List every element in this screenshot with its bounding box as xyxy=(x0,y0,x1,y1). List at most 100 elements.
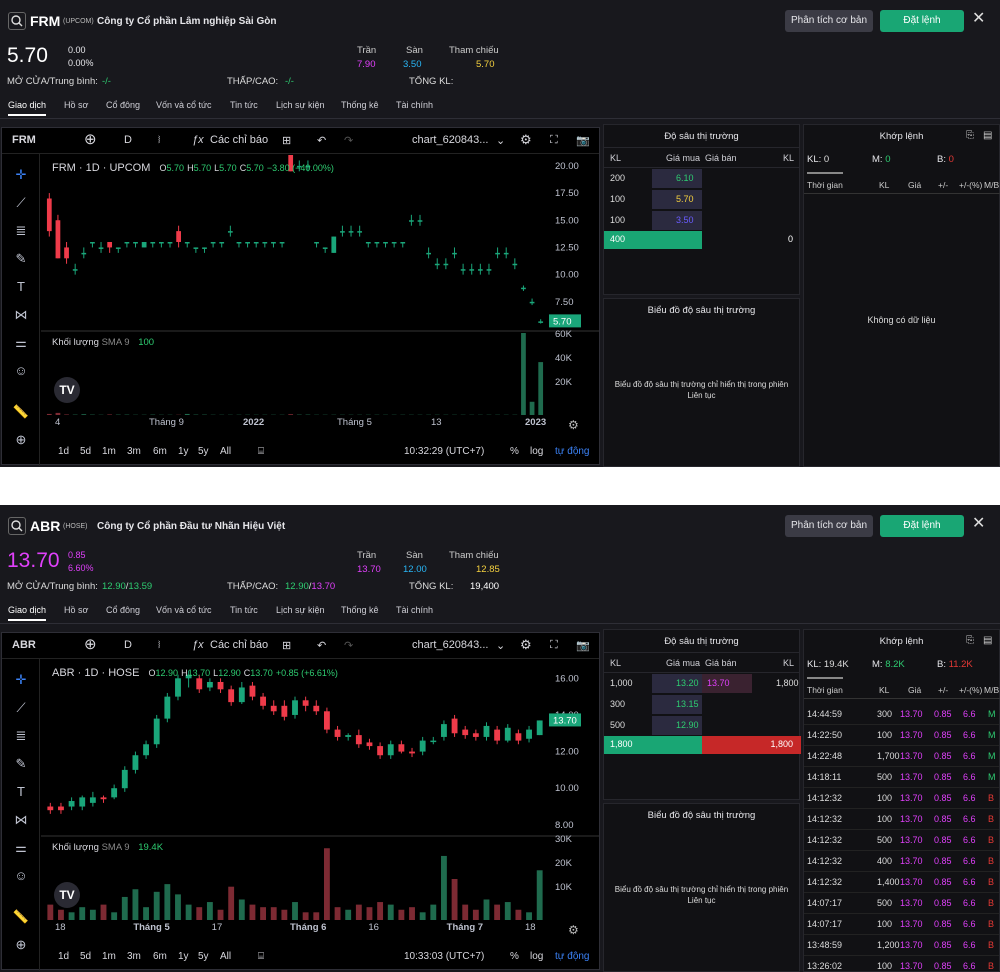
list-icon[interactable]: ▤ xyxy=(983,130,993,141)
tradingview-logo[interactable]: TV xyxy=(54,377,80,403)
fullscreen-icon[interactable]: ⛶ xyxy=(550,134,558,146)
tab-4[interactable]: Tin tức xyxy=(230,605,258,615)
period-1y[interactable]: 1y xyxy=(178,951,189,962)
export-icon[interactable]: ⎘ xyxy=(966,635,974,646)
symbol-title[interactable]: FRM xyxy=(30,13,61,29)
layout-grid-icon[interactable]: ⊞ xyxy=(282,640,292,652)
symbol-title[interactable]: ABR xyxy=(30,518,61,534)
period-1d[interactable]: 1d xyxy=(58,951,70,962)
match-col-header[interactable]: KL xyxy=(879,180,890,190)
ruler-icon[interactable]: 📏 xyxy=(12,404,30,419)
zoom-in-icon[interactable]: ⊕ xyxy=(15,432,27,447)
prediction-icon[interactable]: ⚌ xyxy=(15,840,27,855)
match-col-header[interactable]: +/- xyxy=(938,180,949,190)
period-5d[interactable]: 5d xyxy=(80,951,92,962)
tab-7[interactable]: Tài chính xyxy=(396,100,434,110)
auto-scale-toggle[interactable]: tự động xyxy=(555,446,590,457)
redo-icon[interactable]: ↷ xyxy=(344,640,354,652)
period-1m[interactable]: 1m xyxy=(102,951,116,962)
period-1d[interactable]: 1d xyxy=(58,446,70,457)
period-5d[interactable]: 5d xyxy=(80,446,92,457)
close-icon[interactable]: ✕ xyxy=(972,10,986,27)
tab-0[interactable]: Giao dịch xyxy=(8,100,47,116)
emoji-icon[interactable]: ☺ xyxy=(14,868,28,883)
period-All[interactable]: All xyxy=(220,446,232,457)
compare-add-icon[interactable]: ⊕ xyxy=(84,636,97,653)
undo-icon[interactable]: ↶ xyxy=(317,640,327,652)
emoji-icon[interactable]: ☺ xyxy=(14,363,28,378)
chart-symbol[interactable]: FRM xyxy=(12,134,36,146)
auto-scale-toggle[interactable]: tự động xyxy=(555,951,590,962)
pattern-icon[interactable]: ⋈ xyxy=(14,812,28,827)
prediction-icon[interactable]: ⚌ xyxy=(15,335,27,350)
fib-icon[interactable]: ≣ xyxy=(15,223,27,238)
interval-button[interactable]: D xyxy=(124,134,132,146)
settings-icon[interactable]: ⚙ xyxy=(568,923,579,937)
text-icon[interactable]: T xyxy=(17,784,25,799)
chart-name-dropdown[interactable]: chart_620843... xyxy=(412,639,489,651)
date-range-icon[interactable]: ⌸ xyxy=(258,951,264,962)
fundamental-analysis-button[interactable]: Phân tích cơ bản xyxy=(785,515,873,537)
redo-icon[interactable]: ↷ xyxy=(344,135,354,147)
log-toggle[interactable]: log xyxy=(530,951,544,962)
pattern-icon[interactable]: ⋈ xyxy=(14,307,28,322)
time-display[interactable]: 10:32:29 (UTC+7) xyxy=(404,446,485,457)
price-chart[interactable]: FRM ⊕ D ⧘ ƒx Các chỉ báo ⊞ ↶ ↷ chart_620… xyxy=(1,127,600,466)
fx-icon[interactable]: ƒx xyxy=(192,134,204,146)
brush-icon[interactable]: ✎ xyxy=(15,251,27,266)
list-icon[interactable]: ▤ xyxy=(983,635,993,646)
undo-icon[interactable]: ↶ xyxy=(317,135,327,147)
indicators-button[interactable]: Các chỉ báo xyxy=(210,134,269,146)
ruler-icon[interactable]: 📏 xyxy=(12,909,30,924)
candlestick-plot[interactable]: 20.00 17.50 15.00 12.50 10.00 7.50 5.70 60K 40K 2… xyxy=(41,155,599,441)
period-5y[interactable]: 5y xyxy=(198,951,209,962)
tab-6[interactable]: Thống kê xyxy=(341,605,379,615)
tab-5[interactable]: Lịch sự kiện xyxy=(276,605,325,615)
chevron-down-icon[interactable]: ⌄ xyxy=(496,135,506,147)
percent-toggle[interactable]: % xyxy=(510,951,519,962)
compare-add-icon[interactable]: ⊕ xyxy=(84,131,97,148)
tab-3[interactable]: Vốn và cổ tức xyxy=(156,100,212,110)
period-1y[interactable]: 1y xyxy=(178,446,189,457)
price-chart[interactable]: ABR ⊕ D ⧘ ƒx Các chỉ báo ⊞ ↶ ↷ chart_620… xyxy=(1,632,600,971)
chart-symbol[interactable]: ABR xyxy=(12,639,36,651)
fx-icon[interactable]: ƒx xyxy=(192,639,204,651)
tab-1[interactable]: Hồ sơ xyxy=(64,605,89,615)
place-order-button[interactable]: Đặt lệnh xyxy=(880,10,964,32)
fundamental-analysis-button[interactable]: Phân tích cơ bản xyxy=(785,10,873,32)
camera-icon[interactable]: 📷 xyxy=(576,135,590,147)
candlestick-plot[interactable]: 16.0014.0012.0010.008.0013.7030K20K10K18… xyxy=(41,660,599,946)
match-col-header[interactable]: KL xyxy=(879,685,890,695)
match-col-header[interactable]: M/B xyxy=(984,685,1000,695)
export-icon[interactable]: ⎘ xyxy=(966,130,974,141)
chart-name-dropdown[interactable]: chart_620843... xyxy=(412,134,489,146)
match-col-header[interactable]: +/- xyxy=(938,685,949,695)
search-icon[interactable] xyxy=(8,517,26,535)
zoom-in-icon[interactable]: ⊕ xyxy=(15,937,27,952)
match-col-header[interactable]: Giá xyxy=(908,685,922,695)
place-order-button[interactable]: Đặt lệnh xyxy=(880,515,964,537)
text-icon[interactable]: T xyxy=(17,279,25,294)
match-col-header[interactable]: M/B xyxy=(984,180,1000,190)
log-toggle[interactable]: log xyxy=(530,446,544,457)
layout-grid-icon[interactable]: ⊞ xyxy=(282,135,292,147)
tab-3[interactable]: Vốn và cổ tức xyxy=(156,605,212,615)
crosshair-icon[interactable]: ✛ xyxy=(15,167,27,182)
period-3m[interactable]: 3m xyxy=(127,446,141,457)
tab-7[interactable]: Tài chính xyxy=(396,605,434,615)
tab-2[interactable]: Cổ đông xyxy=(106,605,141,615)
match-col-header[interactable]: Thời gian xyxy=(807,685,843,695)
camera-icon[interactable]: 📷 xyxy=(576,640,590,652)
period-5y[interactable]: 5y xyxy=(198,446,209,457)
tab-5[interactable]: Lịch sự kiện xyxy=(276,100,325,110)
gear-icon[interactable]: ⚙ xyxy=(520,132,532,147)
interval-button[interactable]: D xyxy=(124,639,132,651)
settings-icon[interactable]: ⚙ xyxy=(568,418,579,432)
period-6m[interactable]: 6m xyxy=(153,951,167,962)
fib-icon[interactable]: ≣ xyxy=(15,728,27,743)
chevron-down-icon[interactable]: ⌄ xyxy=(496,640,506,652)
close-icon[interactable]: ✕ xyxy=(972,515,986,532)
match-col-header[interactable]: Giá xyxy=(908,180,922,190)
period-3m[interactable]: 3m xyxy=(127,951,141,962)
trendline-icon[interactable]: ⟋ xyxy=(16,195,26,210)
